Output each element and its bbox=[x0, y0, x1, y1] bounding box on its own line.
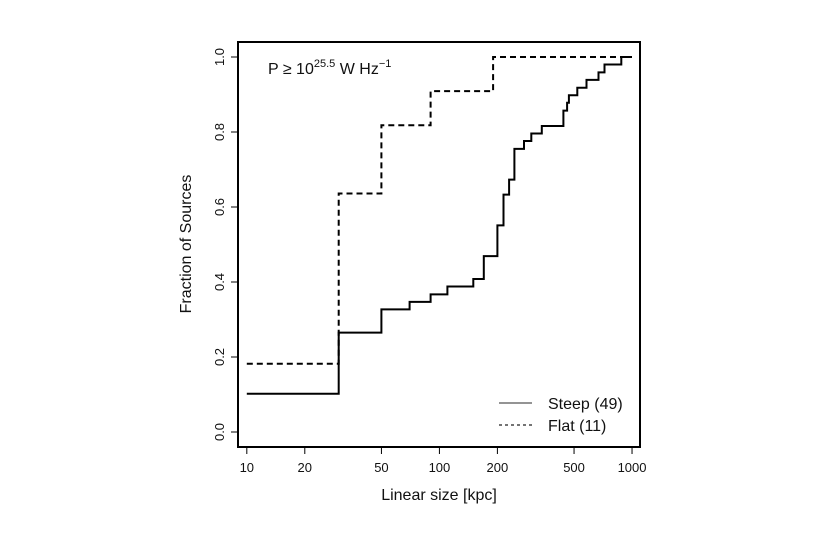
x-tick-label: 1000 bbox=[618, 460, 647, 475]
x-tick-label: 500 bbox=[563, 460, 585, 475]
x-axis-label: Linear size [kpc] bbox=[381, 487, 497, 504]
legend-label-steep: Steep (49) bbox=[548, 396, 623, 413]
x-axis: 10 20 50 100 200 500 1000 bbox=[240, 447, 647, 475]
y-tick-label: 0.2 bbox=[212, 348, 227, 366]
series-flat-line bbox=[246, 56, 632, 365]
y-tick-label: 0.6 bbox=[212, 198, 227, 216]
x-tick-label: 200 bbox=[487, 460, 509, 475]
y-axis: 0.0 0.2 0.4 0.6 0.8 1.0 bbox=[212, 48, 238, 441]
y-tick-label: 0.4 bbox=[212, 273, 227, 291]
annotation-suffix: W Hz bbox=[335, 61, 379, 78]
annotation-suffix-exponent: −1 bbox=[379, 58, 392, 70]
y-axis-label: Fraction of Sources bbox=[178, 175, 195, 314]
power-annotation: P ≥ 1025.5 W Hz−1 bbox=[268, 58, 391, 78]
x-tick-label: 100 bbox=[429, 460, 451, 475]
plot-frame bbox=[237, 41, 641, 448]
y-tick-label: 1.0 bbox=[212, 48, 227, 66]
annotation-exponent: 25.5 bbox=[314, 58, 335, 70]
y-tick-label: 0.8 bbox=[212, 123, 227, 141]
annotation-prefix: P ≥ 10 bbox=[268, 61, 314, 78]
legend-label-flat: Flat (11) bbox=[548, 418, 606, 435]
x-tick-label: 20 bbox=[298, 460, 312, 475]
legend: Steep (49) Flat (11) bbox=[499, 396, 623, 435]
series-steep-line bbox=[246, 56, 632, 395]
y-tick-label: 0.0 bbox=[212, 423, 227, 441]
x-tick-label: 10 bbox=[240, 460, 254, 475]
series-lines bbox=[246, 56, 632, 395]
x-tick-label: 50 bbox=[374, 460, 388, 475]
